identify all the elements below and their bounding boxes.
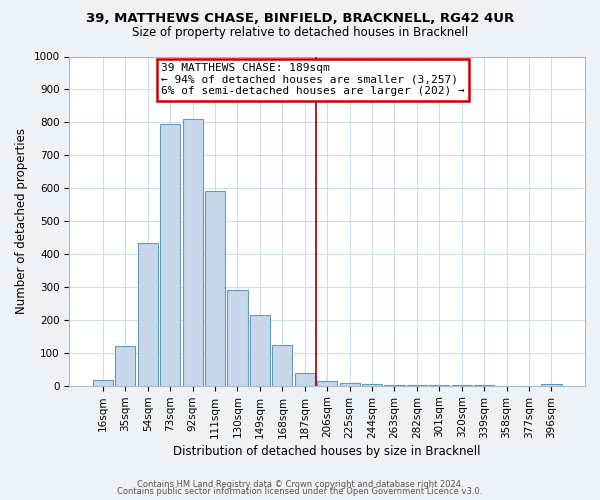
Bar	[160, 124, 181, 386]
Y-axis label: Number of detached properties: Number of detached properties	[15, 128, 28, 314]
Bar	[340, 383, 360, 386]
Bar	[317, 381, 337, 386]
Text: Contains HM Land Registry data © Crown copyright and database right 2024.: Contains HM Land Registry data © Crown c…	[137, 480, 463, 489]
Text: Size of property relative to detached houses in Bracknell: Size of property relative to detached ho…	[132, 26, 468, 39]
Text: Contains public sector information licensed under the Open Government Licence v3: Contains public sector information licen…	[118, 488, 482, 496]
Bar	[407, 385, 427, 386]
Bar	[250, 315, 270, 386]
Bar	[205, 192, 225, 386]
Bar	[385, 385, 404, 386]
Bar	[541, 384, 562, 386]
Bar	[272, 344, 292, 386]
Bar	[295, 372, 315, 386]
Bar	[182, 119, 203, 386]
Text: 39 MATTHEWS CHASE: 189sqm
← 94% of detached houses are smaller (3,257)
6% of sem: 39 MATTHEWS CHASE: 189sqm ← 94% of detac…	[161, 63, 465, 96]
X-axis label: Distribution of detached houses by size in Bracknell: Distribution of detached houses by size …	[173, 444, 481, 458]
Bar	[93, 380, 113, 386]
Bar	[362, 384, 382, 386]
Bar	[227, 290, 248, 386]
Bar	[115, 346, 136, 386]
Text: 39, MATTHEWS CHASE, BINFIELD, BRACKNELL, RG42 4UR: 39, MATTHEWS CHASE, BINFIELD, BRACKNELL,…	[86, 12, 514, 26]
Bar	[137, 242, 158, 386]
